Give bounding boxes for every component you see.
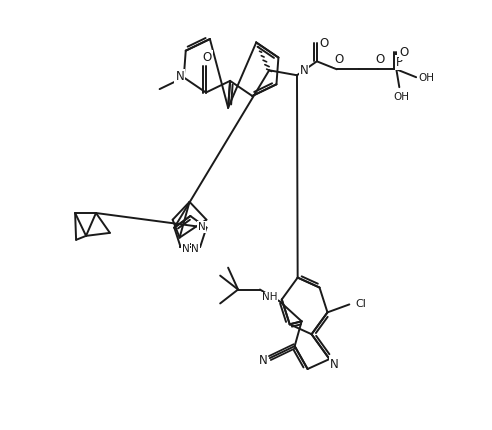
Text: N: N [330,357,339,371]
Text: N: N [258,353,267,366]
Text: O: O [319,37,329,50]
Text: O: O [400,46,409,59]
Text: O: O [376,53,385,66]
Text: N: N [300,64,308,77]
Text: NH: NH [262,292,277,302]
Text: OH: OH [393,92,409,102]
Text: OH: OH [418,73,434,83]
Text: O: O [202,51,212,64]
Text: N: N [191,243,199,254]
Text: N: N [182,243,189,254]
Text: N: N [198,222,205,232]
Text: P: P [396,56,403,69]
Text: N: N [176,70,184,83]
Text: O: O [334,53,343,66]
Text: Cl: Cl [356,299,367,310]
